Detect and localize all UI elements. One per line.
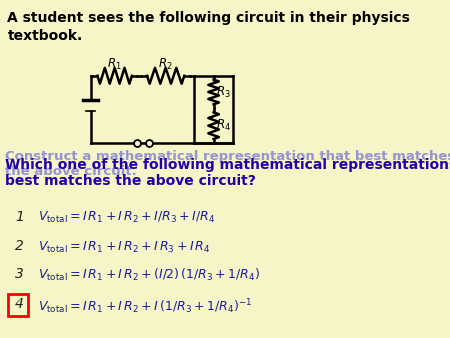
Text: $R_3$: $R_3$ [216,84,231,99]
Text: $R_1$: $R_1$ [108,57,122,72]
Text: 4: 4 [15,297,24,311]
Text: 2: 2 [15,239,24,254]
Text: $R_4$: $R_4$ [216,118,231,133]
Text: 1: 1 [15,210,24,224]
Text: $V_{\mathrm{total}} = I\,R_1 + I\,R_2 + I\,(1/R_3 + 1/R_4)^{-1}$: $V_{\mathrm{total}} = I\,R_1 + I\,R_2 + … [38,297,252,316]
Text: $V_{\mathrm{total}} = I\,R_1 + I\,R_2 + I\,R_3 + I\,R_4$: $V_{\mathrm{total}} = I\,R_1 + I\,R_2 + … [38,239,210,255]
Text: A student sees the following circuit in their physics: A student sees the following circuit in … [8,11,410,25]
Text: $V_{\mathrm{total}} = I\,R_1 + I\,R_2 + (I/2)\,(1/R_3 + 1/R_4)$: $V_{\mathrm{total}} = I\,R_1 + I\,R_2 + … [38,267,260,283]
Text: 3: 3 [15,267,24,281]
Text: Which one of the following mathematical representations
best matches the above c: Which one of the following mathematical … [5,158,450,188]
Text: textbook.: textbook. [8,29,83,43]
Text: $R_2$: $R_2$ [158,57,173,72]
Text: Construct a mathematical representation that best matches
the above circuit.: Construct a mathematical representation … [5,150,450,178]
Text: $V_{\mathrm{total}} = I\,R_1 + I\,R_2 + I/R_3 + I/R_4$: $V_{\mathrm{total}} = I\,R_1 + I\,R_2 + … [38,210,215,225]
